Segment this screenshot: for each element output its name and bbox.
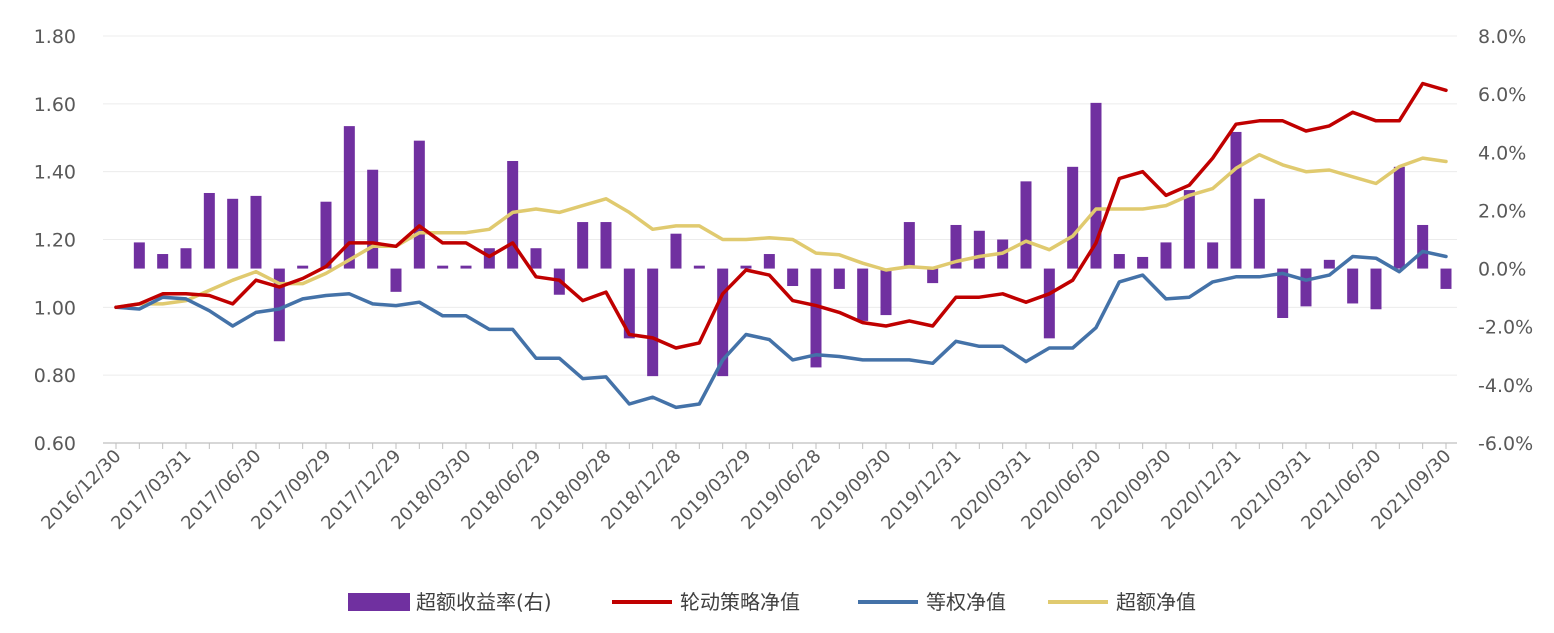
y-left-tick-label: 1.80: [34, 26, 76, 48]
bar: [530, 248, 542, 269]
line-1: [114, 81, 1448, 350]
bar: [647, 268, 659, 377]
bar: [203, 192, 215, 269]
y-right-tick-label: -2.0%: [1478, 317, 1533, 339]
bar: [157, 254, 169, 269]
y-left-tick-label: 1.00: [34, 297, 76, 319]
line-series-group: [114, 81, 1448, 410]
bar: [483, 248, 495, 269]
bar: [1417, 224, 1429, 269]
y-right-tick-label: 6.0%: [1478, 84, 1526, 106]
bar: [1183, 190, 1195, 269]
x-axis-ticks: 2016/12/302017/03/312017/06/302017/09/29…: [37, 446, 1455, 534]
bar: [1043, 268, 1055, 339]
y-right-tick-label: -6.0%: [1478, 433, 1533, 455]
bar: [1277, 268, 1289, 318]
bar: [1137, 256, 1149, 269]
legend-label: 超额净值: [1116, 590, 1196, 614]
legend-swatch-bar: [348, 593, 410, 611]
bar: [1113, 254, 1125, 269]
bar: [297, 265, 309, 269]
legend-label: 等权净值: [926, 590, 1006, 614]
bar: [880, 268, 892, 316]
bar: [903, 222, 915, 269]
bar: [787, 268, 799, 287]
bar: [460, 265, 472, 269]
bar: [273, 268, 285, 342]
bar: [1067, 166, 1079, 269]
axes: [103, 442, 1457, 449]
bar: [227, 198, 239, 269]
right-y-axis-ticks: -6.0% -4.0% -2.0% 0.0% 2.0% 4.0% 6.0% 8.0%: [1478, 26, 1533, 455]
y-left-tick-label: 1.40: [34, 162, 76, 184]
bar: [390, 268, 402, 292]
bar: [693, 265, 705, 269]
bar: [950, 224, 962, 269]
legend-label: 轮动策略净值: [680, 590, 800, 614]
line-3: [114, 152, 1448, 310]
bar: [1300, 268, 1312, 307]
left-y-axis-ticks: 0.60 0.80 1.00 1.20 1.40 1.60 1.80: [34, 26, 76, 455]
bar: [1370, 268, 1382, 310]
legend: 超额收益率(右) 轮动策略净值 等权净值 超额净值: [348, 590, 1196, 614]
bar: [133, 242, 145, 269]
bar: [1230, 131, 1242, 269]
bar: [577, 222, 589, 269]
bar: [1440, 268, 1452, 289]
bar: [1347, 268, 1359, 304]
line-2: [114, 249, 1448, 410]
bar: [437, 265, 449, 269]
bar: [717, 268, 729, 377]
y-left-tick-label: 1.60: [34, 94, 76, 116]
bar-series-excess-return: [133, 102, 1452, 377]
y-left-tick-label: 0.60: [34, 433, 76, 455]
bar: [740, 265, 752, 269]
bar: [600, 222, 612, 269]
y-right-tick-label: -4.0%: [1478, 375, 1533, 397]
bar: [927, 268, 939, 284]
bar: [670, 233, 682, 269]
y-left-tick-label: 0.80: [34, 365, 76, 387]
y-right-tick-label: 8.0%: [1478, 26, 1526, 48]
bar: [763, 254, 775, 269]
bar: [623, 268, 635, 339]
bar: [343, 126, 355, 269]
legend-label: 超额收益率(右): [416, 590, 552, 614]
bar: [1020, 181, 1032, 269]
y-left-tick-label: 1.20: [34, 230, 76, 252]
bar: [250, 195, 262, 269]
bar: [180, 248, 192, 269]
y-right-tick-label: 4.0%: [1478, 142, 1526, 164]
bar: [857, 268, 869, 321]
bar: [833, 268, 845, 289]
bar: [1090, 102, 1102, 269]
bar: [367, 169, 379, 269]
bar: [1207, 242, 1219, 269]
bar: [1393, 166, 1405, 269]
bar: [1160, 242, 1172, 269]
y-right-tick-label: 2.0%: [1478, 200, 1526, 222]
bar: [973, 230, 985, 269]
bar: [1253, 198, 1265, 269]
y-right-tick-label: 0.0%: [1478, 259, 1526, 281]
bar: [507, 161, 519, 269]
bar: [1323, 259, 1335, 269]
bar: [320, 201, 332, 269]
bar: [413, 140, 425, 269]
bar: [810, 268, 822, 368]
